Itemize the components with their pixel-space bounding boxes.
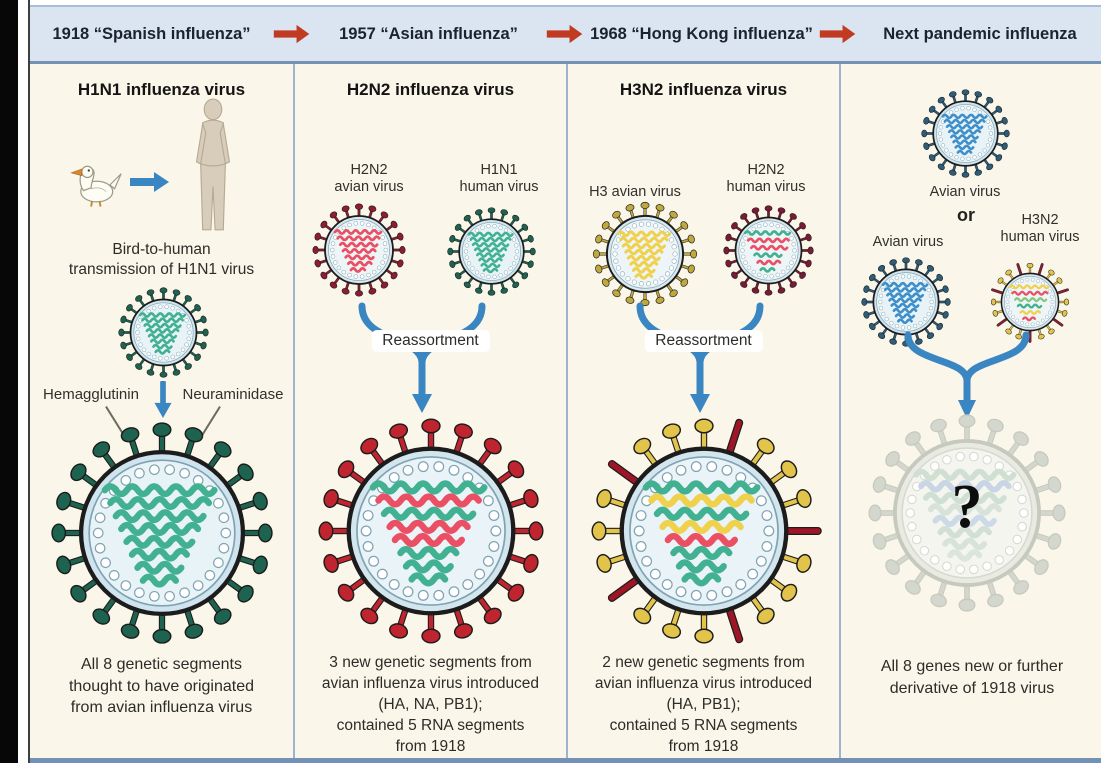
panel-next-pandemic: Avian virus or Avian virus H3N2 human vi… <box>841 64 1101 763</box>
h2n2-human-virion-icon <box>720 202 817 299</box>
transmission-caption: Bird-to-human transmission of H1N1 virus <box>68 241 255 278</box>
duck-icon <box>70 165 122 207</box>
era-label-next: Next pandemic influenza <box>883 24 1077 43</box>
question-mark: ? <box>951 473 983 541</box>
virus-label: H3 avian virus <box>589 184 681 200</box>
h1n1-virion-icon <box>115 284 212 381</box>
footer-note: 2 new genetic segments from avian influe… <box>594 654 813 755</box>
footer-note: All 8 genes new or further derivative of… <box>880 658 1064 697</box>
red-arrow-icon <box>546 24 583 44</box>
era-label-1968: 1968 “Hong Kong influenza” <box>590 24 813 43</box>
merge-connector-icon <box>358 302 486 413</box>
panel-h3n2: H3N2 influenza virus H3 avian virus H2N2… <box>568 64 839 763</box>
merge-connector-icon <box>636 302 764 413</box>
reassortment-label: Reassortment <box>644 330 763 352</box>
diagram-frame: 1918 “Spanish influenza” 1957 “Asian inf… <box>28 0 1101 763</box>
virus-label: Avian virus <box>929 184 1001 200</box>
human-silhouette-icon <box>195 98 231 231</box>
reassortment-label: Reassortment <box>371 330 490 352</box>
virus-label: H3N2 human virus <box>1000 212 1080 245</box>
h3n2-human-virion-icon <box>988 260 1072 344</box>
era-label-1918: 1918 “Spanish influenza” <box>52 24 251 43</box>
column-divider <box>566 64 568 763</box>
ghost-virion-icon <box>861 407 1073 619</box>
blue-arrow-down-icon <box>154 381 172 419</box>
or-label: or <box>957 205 975 225</box>
avian-virion-icon <box>918 86 1013 181</box>
column-divider <box>293 64 295 763</box>
panel-title: H2N2 influenza virus <box>346 80 515 99</box>
virus-label: Avian virus <box>872 234 944 250</box>
panel-title: H1N1 influenza virus <box>77 80 246 99</box>
panel-area: H1N1 influenza virus <box>30 64 1101 763</box>
left-black-bar <box>0 0 18 763</box>
footer-note: 3 new genetic segments from avian influe… <box>321 654 540 755</box>
h2n2-avian-virion-icon <box>309 200 409 300</box>
h1n1-human-virion-icon <box>444 204 539 299</box>
bottom-border-line <box>30 758 1101 763</box>
virus-label: H2N2 human virus <box>726 162 806 195</box>
avian-virion-icon <box>858 254 954 350</box>
h1n1-virion-large-icon <box>43 414 281 652</box>
column-divider <box>839 64 841 763</box>
red-arrow-icon <box>273 24 310 44</box>
era-label-1957: 1957 “Asian influenza” <box>339 24 518 43</box>
timeline-header: 1918 “Spanish influenza” 1957 “Asian inf… <box>30 5 1101 64</box>
blue-arrow-right-icon <box>130 172 169 192</box>
hemagglutinin-label: Hemagglutinin <box>43 386 139 403</box>
merge-connector-icon <box>904 331 1030 419</box>
h3-avian-virion-icon <box>589 198 701 310</box>
panel-h2n2: H2N2 influenza virus H2N2 avian virus H1… <box>295 64 566 763</box>
panel-h1n1: H1N1 influenza virus <box>30 64 293 763</box>
panel-title: H3N2 influenza virus <box>619 80 788 99</box>
virus-label: H2N2 avian virus <box>334 162 404 195</box>
h2n2-virion-large-icon <box>310 410 552 652</box>
h3n2-virion-large-icon <box>583 410 825 652</box>
neuraminidase-label: Neuraminidase <box>182 386 284 403</box>
red-arrow-icon <box>819 24 856 44</box>
footer-note: All 8 genetic segments thought to have o… <box>68 656 255 716</box>
virus-label: H1N1 human virus <box>459 162 539 195</box>
